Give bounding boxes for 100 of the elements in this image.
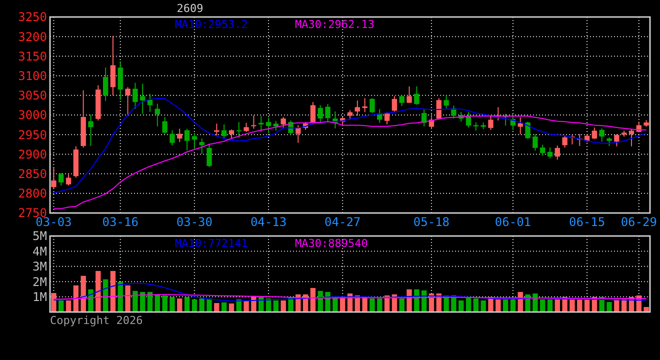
candlestick: [280, 116, 286, 129]
bar: [184, 296, 190, 312]
candlestick: [310, 102, 316, 125]
candlestick: [125, 86, 130, 116]
bar: [644, 306, 649, 312]
candlestick: [451, 105, 456, 120]
bar: [458, 300, 464, 312]
x-tick-label: 03-30: [176, 215, 213, 229]
candlestick: [51, 166, 56, 188]
bar: [332, 296, 338, 312]
y-tick-label: 3200: [18, 30, 47, 44]
candlestick: [132, 82, 138, 110]
x-tick-label: 05-18: [413, 215, 450, 229]
bar: [554, 299, 560, 312]
bar: [273, 300, 279, 312]
text: MA10:2953.2: [175, 18, 248, 31]
chart-title: 2609: [176, 2, 204, 15]
candlestick: [318, 104, 323, 123]
bar: [466, 298, 472, 312]
candlestick: [266, 117, 272, 134]
candlestick: [110, 35, 116, 96]
y-tick-label: 2800: [18, 186, 47, 201]
bar: [199, 298, 204, 312]
candlestick: [554, 145, 560, 160]
x-tick-label: 06-01: [494, 215, 532, 229]
bar: [221, 302, 227, 312]
candlestick: [206, 143, 212, 168]
bar: [614, 299, 620, 312]
bar: [206, 298, 212, 312]
candlestick: [354, 100, 360, 116]
bar: [280, 300, 286, 312]
candlestick: [592, 127, 598, 140]
bar: [606, 302, 612, 312]
candlestick: [488, 114, 494, 130]
candlestick: [192, 132, 198, 150]
text: MA30:2962.13: [295, 18, 374, 31]
bar: [540, 299, 546, 312]
candlestick: [414, 86, 420, 106]
bar: [310, 288, 316, 312]
candlestick: [614, 134, 620, 147]
candlestick: [273, 120, 279, 132]
y-tick-label: 3M: [32, 260, 47, 274]
bar: [88, 289, 94, 312]
candlestick: [184, 128, 190, 151]
candlestick: [444, 95, 449, 109]
bar: [532, 293, 538, 312]
candlestick: [562, 135, 568, 148]
bar: [473, 298, 479, 312]
bar: [51, 293, 56, 312]
x-tick-label: 04-27: [324, 215, 361, 229]
bar: [370, 298, 375, 312]
x-tick-label: 04-13: [250, 215, 287, 229]
candlestick: [199, 138, 204, 154]
y-tick-label: 5M: [32, 229, 47, 244]
bar: [496, 299, 501, 312]
bar: [406, 289, 412, 312]
candlestick: [518, 116, 523, 135]
candlestick: [221, 124, 227, 139]
bar: [96, 270, 101, 312]
bar: [362, 296, 368, 312]
candlestick: [599, 128, 604, 142]
candlestick: [347, 110, 353, 120]
candlestick: [170, 130, 175, 146]
candlestick: [325, 104, 330, 123]
candlestick: [118, 60, 123, 100]
y-tick-label: 2M: [32, 274, 47, 289]
bar: [414, 289, 420, 312]
x-tick-label: 06-29: [620, 215, 657, 229]
candlestick: [547, 147, 553, 160]
y-tick-label: 4M: [32, 244, 47, 258]
candlestick: [140, 83, 146, 114]
candlestick: [525, 121, 530, 140]
candlestick: [88, 114, 94, 146]
candlestick: [532, 134, 538, 152]
candlestick: [399, 94, 404, 106]
bar: [154, 294, 160, 312]
candlestick: [244, 122, 249, 132]
bar: [110, 270, 116, 312]
y-tick-label: 3250: [18, 10, 47, 24]
candlestick: [362, 98, 368, 113]
candlestick: [406, 86, 412, 104]
bar: [162, 295, 168, 312]
bar: [584, 299, 590, 312]
bar: [192, 299, 198, 312]
bar: [525, 294, 530, 312]
text: Copyright 2026: [50, 314, 143, 327]
candlestick: [628, 128, 634, 147]
candlestick: [392, 96, 398, 112]
bar: [377, 298, 382, 312]
candlestick: [177, 128, 182, 143]
bar: [125, 285, 130, 312]
candlestick: [154, 103, 160, 127]
y-tick-label: 2850: [18, 167, 47, 181]
candlestick: [258, 116, 264, 132]
bar: [325, 292, 330, 312]
y-tick-label: 1M: [32, 290, 47, 304]
y-tick-label: 2950: [18, 128, 47, 142]
bar: [80, 276, 86, 312]
bar: [73, 285, 79, 312]
bar: [214, 303, 220, 312]
